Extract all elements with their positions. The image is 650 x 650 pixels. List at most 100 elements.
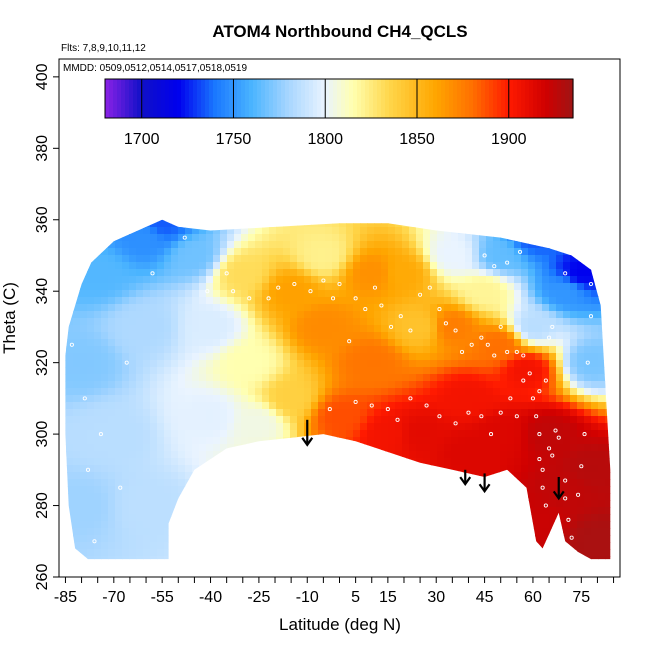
heatmap-cell <box>458 465 466 473</box>
heatmap-cell <box>353 374 361 382</box>
heatmap-cell <box>227 451 235 459</box>
heatmap-cell <box>507 416 515 424</box>
heatmap-cell <box>143 542 151 550</box>
heatmap-cell <box>248 472 256 480</box>
heatmap-cell <box>283 528 291 536</box>
heatmap-cell <box>276 472 284 480</box>
heatmap-cell <box>451 395 459 403</box>
heatmap-cell <box>80 241 88 249</box>
heatmap-cell <box>227 402 235 410</box>
heatmap-cell <box>458 234 466 242</box>
heatmap-cell <box>101 549 109 557</box>
heatmap-cell <box>535 444 543 452</box>
heatmap-cell <box>507 458 515 466</box>
heatmap-cell <box>87 563 95 571</box>
heatmap-cell <box>528 339 536 347</box>
heatmap-cell <box>262 255 270 263</box>
heatmap-cell <box>283 507 291 515</box>
heatmap-cell <box>374 458 382 466</box>
arrow-marker <box>552 476 565 501</box>
colorbar-segment <box>297 79 302 118</box>
heatmap-cell <box>577 304 585 312</box>
heatmap-cell <box>311 269 319 277</box>
heatmap-cell <box>374 199 382 207</box>
heatmap-cell <box>136 556 144 560</box>
heatmap-cell <box>290 423 298 431</box>
heatmap-cell <box>290 220 298 228</box>
heatmap-cell <box>353 311 361 319</box>
heatmap-cell <box>388 353 396 361</box>
heatmap-cell <box>297 234 305 242</box>
heatmap-cell <box>332 402 340 410</box>
heatmap-cell <box>234 220 242 228</box>
heatmap-cell <box>80 318 88 326</box>
heatmap-cell <box>311 227 319 235</box>
heatmap-cell <box>500 472 508 480</box>
heatmap-cell <box>612 318 620 326</box>
heatmap-cell <box>437 367 445 375</box>
heatmap-cell <box>521 227 529 235</box>
heatmap-cell <box>465 451 473 459</box>
heatmap-cell <box>108 360 116 368</box>
heatmap-cell <box>199 325 207 333</box>
heatmap-cell <box>444 360 452 368</box>
heatmap-cell <box>479 332 487 340</box>
heatmap-cell <box>605 290 611 298</box>
heatmap-cell <box>227 465 235 473</box>
heatmap-cell <box>115 528 123 536</box>
heatmap-cell <box>339 563 347 571</box>
heatmap-cell <box>500 304 508 312</box>
heatmap-cell <box>591 423 599 431</box>
heatmap-cell <box>157 227 165 235</box>
heatmap-cell <box>346 311 354 319</box>
heatmap-cell <box>577 332 585 340</box>
heatmap-cell <box>262 339 270 347</box>
heatmap-cell <box>108 542 116 550</box>
colorbar-segment <box>381 79 386 118</box>
heatmap-cell <box>213 276 221 284</box>
heatmap-cell <box>437 430 445 438</box>
heatmap-cell <box>402 437 410 445</box>
heatmap-cell <box>535 409 543 417</box>
heatmap-cell <box>598 493 606 501</box>
heatmap-cell <box>66 241 74 249</box>
heatmap-cell <box>493 199 501 207</box>
heatmap-cell <box>101 465 109 473</box>
heatmap-cell <box>353 388 361 396</box>
heatmap-cell <box>563 444 571 452</box>
heatmap-cell <box>514 318 522 326</box>
heatmap-cell <box>451 262 459 270</box>
heatmap-cell <box>94 227 102 235</box>
heatmap-cell <box>465 332 473 340</box>
heatmap-cell <box>493 493 501 501</box>
heatmap-cell <box>213 381 221 389</box>
heatmap-cell <box>353 451 361 459</box>
heatmap-cell <box>283 332 291 340</box>
heatmap-cell <box>115 549 123 557</box>
heatmap-cell <box>304 325 312 333</box>
heatmap-cell <box>563 451 571 459</box>
heatmap-cell <box>73 381 81 389</box>
x-tick-label: 75 <box>572 589 590 606</box>
heatmap-cell <box>304 521 312 529</box>
heatmap-cell <box>143 409 151 417</box>
heatmap-cell <box>423 346 431 354</box>
heatmap-cell <box>591 290 599 298</box>
heatmap-cell <box>192 500 200 508</box>
heatmap-cell <box>262 556 270 560</box>
heatmap-cell <box>304 220 312 228</box>
colorbar-segment <box>193 79 198 118</box>
heatmap-cell <box>444 219 452 221</box>
heatmap-cell <box>318 395 326 403</box>
heatmap-cell <box>311 570 319 578</box>
heatmap-cell <box>584 556 592 560</box>
heatmap-cell <box>381 360 389 368</box>
heatmap-cell <box>304 318 312 326</box>
heatmap-cell <box>262 234 270 242</box>
heatmap-cell <box>150 416 158 424</box>
heatmap-cell <box>304 535 312 543</box>
heatmap-cell <box>255 409 263 417</box>
heatmap-cell <box>129 262 137 270</box>
observation-point <box>398 314 403 319</box>
heatmap-cell <box>465 486 473 494</box>
